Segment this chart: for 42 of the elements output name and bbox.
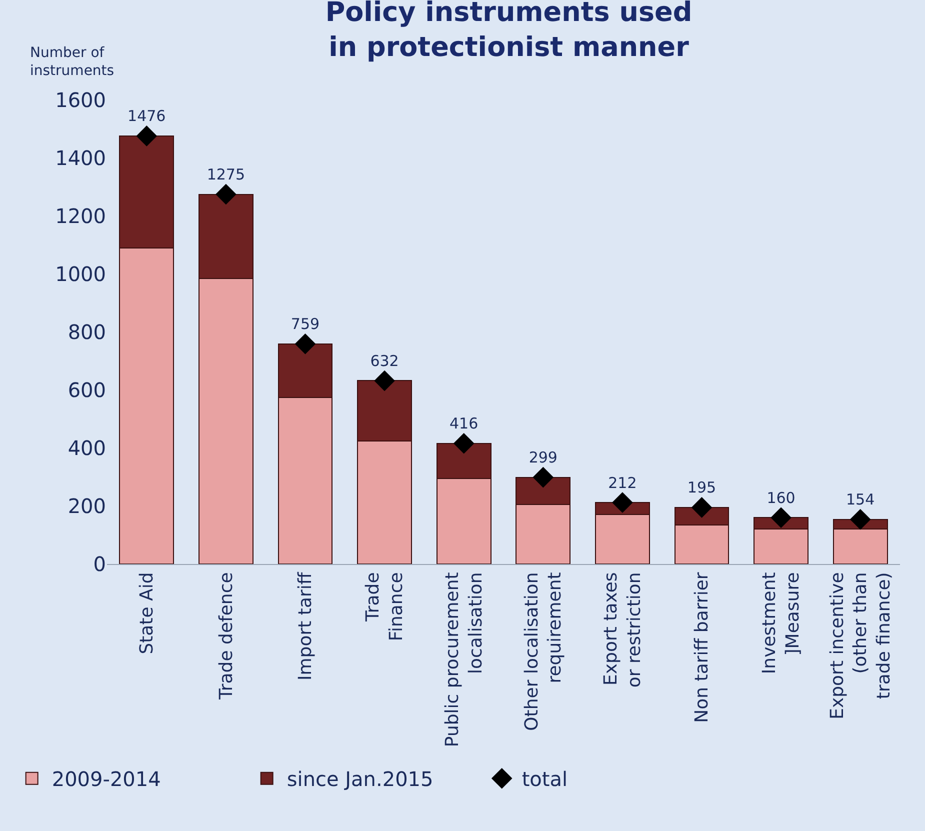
y-tick-label: 800	[68, 320, 106, 344]
y-tick-label: 1000	[55, 262, 106, 286]
point	[612, 492, 633, 513]
point	[453, 432, 474, 454]
x-tick-label: Export incentive (other than trade finance)	[826, 572, 895, 720]
data-label: 195	[687, 478, 716, 497]
data-label: 154	[846, 490, 875, 509]
data-label: 160	[766, 488, 796, 507]
data-label: 632	[370, 352, 399, 370]
point	[770, 507, 792, 528]
x-tick-label: Trade defence	[216, 572, 237, 700]
y-tick-label: 400	[68, 436, 106, 460]
x-tick-label: Investment ]Measure	[759, 572, 804, 674]
point	[532, 466, 554, 488]
x-tick-label: Public procurement localisation	[442, 572, 486, 748]
point	[850, 508, 871, 530]
point	[294, 333, 316, 354]
y-tick-label: 0	[93, 552, 106, 576]
y-axis-title: Number of instruments	[30, 45, 114, 80]
data-label: 299	[528, 448, 558, 467]
y-tick-label: 1600	[55, 88, 106, 112]
y-tick-label: 600	[68, 378, 106, 402]
legend-label: since Jan.2015	[286, 767, 434, 792]
data-label: 1275	[206, 166, 246, 184]
x-tick-label: State Aid	[136, 572, 158, 654]
data-label: 759	[290, 315, 320, 334]
legend-label: 2009-2014	[52, 767, 161, 792]
y-tick-label: 200	[68, 494, 106, 518]
point	[691, 497, 712, 518]
point	[374, 370, 395, 392]
point	[136, 126, 158, 146]
point	[216, 184, 236, 205]
data-label: 416	[450, 414, 478, 433]
data-label: 212	[608, 474, 637, 492]
y-tick-label: 1200	[55, 204, 106, 228]
chart-title: Policy instruments used in protectionist manner	[325, 0, 692, 63]
y-tick-label: 1400	[55, 146, 106, 170]
x-tick-label: Trade Finance	[362, 572, 408, 642]
legend-label: total	[522, 767, 568, 792]
data-label: 1476	[128, 107, 166, 126]
x-tick-label: Non tariff barrier	[692, 572, 713, 723]
x-tick-label: Import tariff	[295, 572, 316, 681]
